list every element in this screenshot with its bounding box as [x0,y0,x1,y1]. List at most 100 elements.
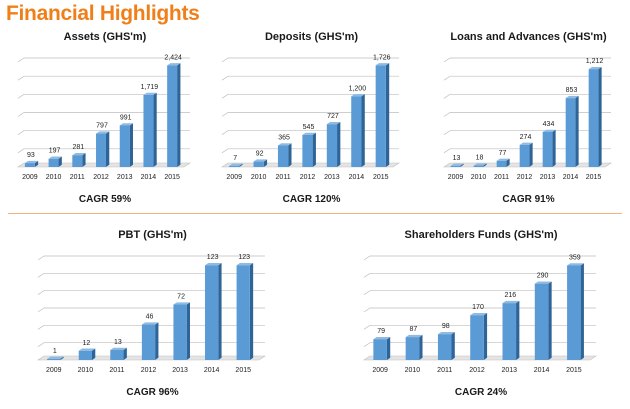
loans-value-label: 434 [543,121,555,128]
pbt-bar-top [141,322,159,325]
loans-cagr-caption: CAGR 91% [502,194,554,205]
deposits-bar-top [302,132,316,135]
assets-bar-2014 [143,92,157,167]
assets-bar-top [167,63,181,66]
shareholders-funds-chart-gridlines [363,255,596,347]
loans-bar-front [542,131,553,167]
loans-chart-title: Loans and Advances (GHS'm) [450,31,607,43]
assets-bar-top [119,123,133,126]
deposits-category-label: 2015 [373,174,389,181]
shareholders-funds-bar-top [502,300,520,304]
shareholders-funds-value-label: 87 [410,326,418,333]
shareholders-funds-category-label: 2014 [534,367,550,374]
shareholders-funds-gridline [363,272,596,278]
loans-bar-top [450,163,464,166]
deposits-bar-top [326,121,341,125]
deposits-bar-front [375,65,386,167]
assets-bar-2012 [96,131,110,167]
loans-bar-side [460,163,464,167]
loans-gridline [443,57,611,63]
loans-category-label: 2010 [471,174,487,181]
deposits-bar-side [239,163,243,167]
loans-category-label: 2015 [586,174,602,181]
pbt-gridline [37,342,265,347]
assets-bar-2011 [72,153,86,167]
assets-bar-side [34,160,39,167]
deposits-chart-gridlines [221,57,399,154]
loans-gridline [443,93,611,99]
shareholders-funds-bar-2012 [470,313,488,360]
deposits-value-label: 1,726 [373,54,391,61]
loans-bar-front [519,144,530,167]
shareholders-funds-gridline [363,342,596,347]
deposits-gridline [221,93,399,99]
deposits-bar-2014 [351,94,365,167]
shareholders-funds-chart-svg: Shareholders Funds (GHS'm) 79 2009 87 2010 98… [363,229,597,398]
deposits-bar-side [288,143,292,167]
shareholders-funds-bar-side [483,313,488,360]
pbt-gridline [37,324,265,330]
assets-chart-svg: Assets (GHS'm) 93 2009 197 2010 281 2011 797 201… [17,31,191,205]
pbt-category-label: 2009 [46,367,62,374]
pbt-bar-side [218,263,222,360]
shareholders-funds-bar-front [373,339,387,360]
shareholders-funds-gridline [363,255,596,261]
assets-value-label: 197 [49,148,61,155]
pbt-value-label: 123 [238,254,250,261]
pbt-bar-side [186,302,191,360]
assets-value-label: 1,719 [141,84,159,91]
assets-gridline [17,112,190,117]
deposits-chart-svg: Deposits (GHS'm) 7 2009 92 2010 365 2011 545 201… [221,31,400,205]
loans-bar-front [450,165,461,167]
assets-bar-2015 [167,63,181,167]
assets-bar-top [72,153,86,156]
loans-bar-top [519,142,533,145]
pbt-value-label: 46 [146,314,154,321]
pbt-bar-side [249,263,254,360]
deposits-value-label: 92 [256,151,264,158]
loans-category-label: 2011 [494,174,509,181]
shareholders-funds-category-label: 2009 [372,367,388,374]
shareholders-funds-bar-front [470,315,484,360]
assets-bar-2009 [24,160,39,167]
shareholders-funds-bar-2014 [534,281,552,360]
pbt-category-label: 2013 [172,367,188,374]
assets-bar-front [48,158,59,167]
deposits-category-label: 2012 [300,174,316,181]
assets-bar-side [58,156,62,167]
assets-bar-front [72,155,83,167]
deposits-value-label: 545 [303,124,315,131]
loans-bar-top [496,158,510,161]
pbt-bar-side [155,322,159,360]
shareholders-funds-bar-2010 [405,334,423,360]
pbt-bar-2015 [236,263,254,360]
pbt-bar-top [205,263,222,266]
loans-bar-front [496,160,507,167]
deposits-bar-front [326,124,338,167]
loans-gridline [443,148,611,154]
loans-bar-top [565,95,579,99]
deposits-chart-title: Deposits (GHS'm) [265,31,358,43]
deposits-bar-2010 [253,159,268,167]
assets-category-label: 2011 [70,174,85,181]
pbt-cagr-caption: CAGR 96% [126,387,178,398]
deposits-category-label: 2014 [349,174,365,181]
assets-cagr-caption: CAGR 59% [79,194,131,205]
shareholders-funds-bar-side [451,331,455,360]
assets-bar-side [105,131,110,167]
loans-category-label: 2013 [540,174,556,181]
shareholders-funds-cagr-caption: CAGR 24% [455,387,507,398]
shareholders-funds-bar-top [437,331,455,335]
deposits-bar-top [351,94,365,97]
assets-bar-top [143,92,157,95]
shareholders-funds-bar-top [567,263,584,266]
deposits-bar-front [302,134,313,167]
deposits-cagr-caption: CAGR 120% [283,194,341,205]
loans-value-label: 13 [453,155,461,162]
shareholders-funds-value-label: 290 [537,273,549,280]
pbt-chart: PBT (GHS'm) 1 2009 12 2010 13 2011 46 2012 72 2013… [30,226,275,406]
shareholders-funds-bar-2015 [567,263,584,360]
shareholders-funds-category-label: 2015 [566,367,582,374]
loans-bar-top [588,66,602,70]
assets-bar-2010 [48,156,62,167]
